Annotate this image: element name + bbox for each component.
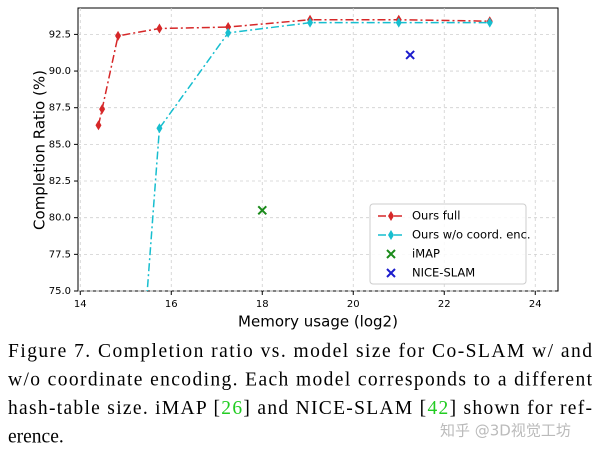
y-tick-label: 87.5 xyxy=(49,103,71,114)
caption-line: w/o coordinate encoding. Each model corr… xyxy=(8,370,593,391)
caption-line: erence. xyxy=(8,427,64,448)
y-tick-label: 90.0 xyxy=(49,66,71,77)
caption-line: Figure 7. Completion ratio vs. model siz… xyxy=(8,341,592,362)
marker xyxy=(225,27,232,38)
x-tick-label: 24 xyxy=(529,299,542,310)
caption-line: hash-table size. iMAP [26] and NICE-SLAM… xyxy=(8,398,592,419)
caption-text: Figure 7. Completion ratio vs. model siz… xyxy=(8,341,592,362)
marker xyxy=(156,123,163,134)
watermark: 知乎 @3D视觉工坊 xyxy=(440,422,571,440)
marker xyxy=(307,17,314,28)
caption-text: hash-table size. iMAP [ xyxy=(8,398,220,419)
x-tick-label: 20 xyxy=(347,299,360,310)
marker xyxy=(115,30,122,41)
plot-area xyxy=(95,14,493,340)
y-tick-label: 82.5 xyxy=(49,176,71,187)
x-axis-label: Memory usage (log2) xyxy=(238,313,398,331)
y-tick-label: 85.0 xyxy=(49,139,71,150)
legend-marker xyxy=(386,249,396,259)
marker xyxy=(156,23,163,34)
legend-marker xyxy=(386,268,396,278)
y-tick-label: 75.0 xyxy=(49,286,71,297)
legend-label: NICE-SLAM xyxy=(412,266,475,280)
citation: 42 xyxy=(427,398,448,419)
series-line xyxy=(97,18,490,126)
marker xyxy=(395,17,402,28)
x-tick-label: 18 xyxy=(256,299,269,310)
legend-box xyxy=(369,203,527,285)
marker xyxy=(95,120,102,131)
citation: 26 xyxy=(221,398,242,419)
marker xyxy=(99,104,106,115)
y-axis-label: Completion Ratio (%) xyxy=(31,70,49,230)
x-tick-label: 22 xyxy=(438,299,451,310)
legend-marker xyxy=(388,211,394,221)
marker xyxy=(486,17,493,28)
caption-text: ] and NICE-SLAM [ xyxy=(243,398,426,419)
x-tick-label: 16 xyxy=(165,299,178,310)
marker xyxy=(225,22,232,33)
legend-label: Ours w/o coord. enc. xyxy=(412,228,531,242)
marker xyxy=(141,330,147,340)
series-line xyxy=(146,21,490,291)
y-tick-label: 77.5 xyxy=(49,249,71,260)
marker xyxy=(405,50,415,60)
y-tick-label: 92.5 xyxy=(49,29,71,40)
legend-label: iMAP xyxy=(412,247,440,261)
caption-text: ] shown for ref- xyxy=(450,398,592,419)
x-tick-label: 14 xyxy=(74,299,87,310)
y-tick-label: 80.0 xyxy=(49,213,71,224)
caption-text: erence. xyxy=(8,427,64,448)
marker xyxy=(257,205,267,216)
legend-label: Ours full xyxy=(412,209,460,223)
legend-marker xyxy=(388,230,394,240)
caption-text: w/o coordinate encoding. Each model corr… xyxy=(8,370,593,391)
